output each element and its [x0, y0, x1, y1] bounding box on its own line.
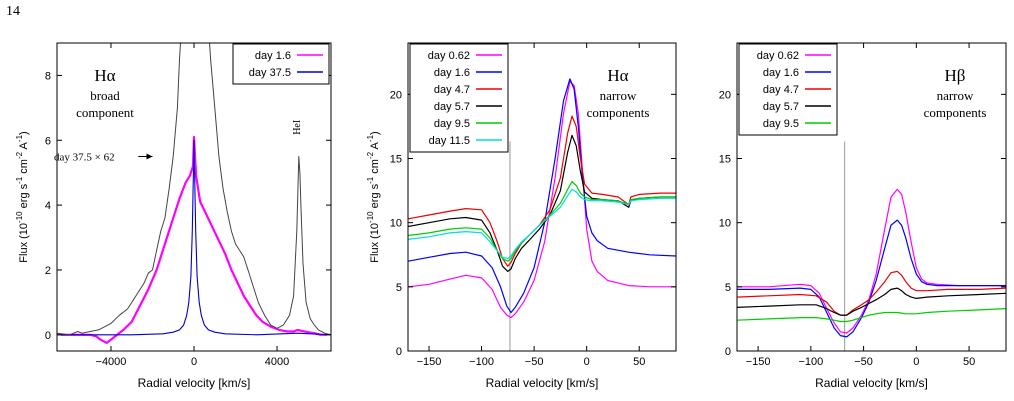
x-tick-label: 4000: [265, 356, 289, 368]
chart-panel-2: −150 −100 −50 0 50 0 5 10 15 20 Radial velocity [k…: [366, 42, 677, 390]
legend-label: day 0.62: [757, 50, 799, 62]
legend-label: day 9.5: [763, 118, 799, 130]
series-lines: [408, 78, 676, 319]
legend-box: [409, 43, 509, 153]
legend-label: day 9.5: [434, 118, 470, 130]
y-tick-label: 10: [390, 218, 402, 230]
y-axis-label: Flux (10-10 erg s-1 cm-2 A-1): [15, 131, 30, 262]
series-line-3: [737, 270, 1006, 316]
x-tick-label: 50: [963, 356, 975, 368]
y-tick-label: 8: [45, 70, 51, 82]
series-lines: [57, 43, 331, 344]
chart-panel-1: −4000 0 4000 0 2 4 6 8 Radial velocity [km/s] Flu…: [15, 42, 332, 390]
legend-label: day 11.5: [429, 135, 470, 147]
legend-label: day 4.7: [763, 84, 799, 96]
x-tick-label: 50: [633, 356, 645, 368]
series-line-5: [408, 181, 676, 262]
legend-box: [232, 43, 330, 85]
panel-subtitle: broad: [90, 88, 120, 103]
legend-label: day 5.7: [763, 101, 799, 113]
y-tick-label: 6: [45, 135, 51, 147]
series-line-1: [61, 135, 327, 344]
series-line-3: [408, 115, 676, 267]
series-line-2: [737, 219, 1006, 338]
series-line-4: [737, 287, 1006, 316]
legend-label: day 1.6: [434, 67, 470, 79]
legend: day 0.62 day 1.6 day 4.7 day 5.7 day 9.5 day …: [409, 43, 509, 153]
x-axis-label: Radial velocity [km/s]: [815, 376, 928, 390]
panel-subtitle: components: [587, 105, 650, 120]
plot-frame: [736, 42, 1007, 352]
x-tick-label: −100: [469, 356, 494, 368]
plot-frame: [407, 42, 677, 352]
series-lines: [737, 188, 1006, 338]
legend: day 1.6 day 37.5: [232, 43, 330, 85]
x-tick-label: −50: [525, 356, 544, 368]
x-tick-label: −100: [798, 356, 823, 368]
x-tick-label: −50: [854, 356, 873, 368]
series-line-3: [57, 43, 331, 336]
y-tick-label: 4: [45, 200, 51, 212]
x-tick-label: 0: [913, 356, 919, 368]
panel-subtitle: narrow: [600, 88, 637, 103]
panel-title: Hα: [607, 66, 628, 85]
legend: day 0.62 day 1.6 day 4.7 day 5.7 day 9.5: [738, 43, 838, 136]
series-line-2: [408, 78, 676, 314]
y-tick-label: 20: [719, 89, 731, 101]
annotation-label: day 37.5 × 62: [54, 151, 115, 163]
legend-label: day 37.5: [249, 67, 291, 79]
legend-label: day 1.6: [255, 50, 291, 62]
panel-subtitle: narrow: [937, 88, 974, 103]
chart-panel-3: −150 −100 −50 0 50 0 5 10 15 20 Radial velocity [k…: [719, 42, 1007, 390]
y-tick-label: 5: [725, 282, 731, 294]
page-number: 14: [6, 4, 20, 19]
annotation-label: HeI: [292, 120, 303, 135]
y-tick-label: 0: [45, 330, 51, 342]
x-axis-label: Radial velocity [km/s]: [486, 376, 599, 390]
y-axis-label: Flux (10-10 erg s-1 cm-2 A-1): [366, 131, 381, 262]
x-tick-label: −150: [746, 356, 771, 368]
y-tick-label: 15: [390, 154, 402, 166]
legend-label: day 5.7: [434, 101, 470, 113]
y-tick-label: 0: [725, 346, 731, 358]
series-line-6: [408, 188, 676, 260]
panel-title: Hα: [94, 66, 115, 85]
x-tick-label: −150: [417, 356, 442, 368]
legend-label: day 0.62: [428, 50, 470, 62]
series-line-5: [737, 308, 1006, 323]
x-tick-label: 0: [584, 356, 590, 368]
y-tick-label: 0: [396, 346, 402, 358]
x-tick-label: 0: [191, 356, 197, 368]
panel-subtitle: components: [924, 105, 987, 120]
y-tick-label: 15: [719, 154, 731, 166]
series-line-2: [57, 139, 331, 336]
panel-title: Hβ: [945, 66, 966, 85]
annotation-arrowhead: [146, 153, 153, 160]
y-tick-label: 5: [396, 282, 402, 294]
legend-label: day 1.6: [763, 67, 799, 79]
panel-subtitle: component: [76, 105, 134, 120]
y-tick-label: 20: [390, 89, 402, 101]
y-tick-label: 2: [45, 265, 51, 277]
legend-label: day 4.7: [434, 84, 470, 96]
x-tick-label: −4000: [96, 356, 127, 368]
y-tick-label: 10: [719, 218, 731, 230]
series-line-1: [737, 188, 1006, 334]
x-axis-label: Radial velocity [km/s]: [138, 376, 251, 390]
